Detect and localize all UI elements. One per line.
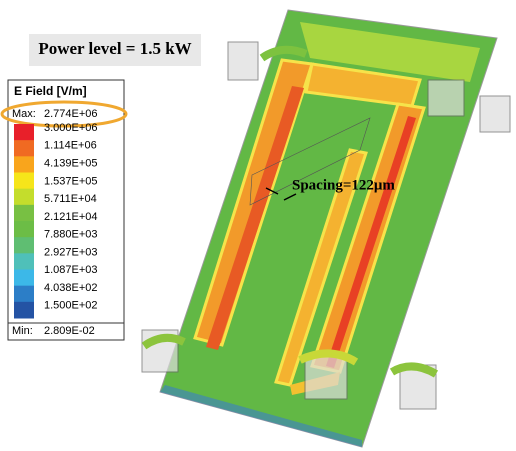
level-label: 5.711E+04	[44, 193, 97, 205]
color-swatch	[14, 253, 34, 270]
legend-title: E Field [V/m]	[14, 84, 87, 98]
connector	[480, 96, 510, 132]
level-label: 2.927E+03	[44, 246, 98, 258]
color-swatch	[14, 270, 34, 287]
level-label: 1.537E+05	[44, 175, 98, 187]
level-label: 3.000E+06	[44, 122, 98, 134]
color-swatch	[14, 140, 34, 157]
color-swatch	[14, 302, 34, 319]
color-swatch	[14, 221, 34, 238]
spacing-label: Spacing=122μm	[292, 177, 395, 193]
color-swatch	[14, 205, 34, 222]
field-render: Spacing=122μm Power level = 1.5 kW E Fie…	[0, 0, 516, 451]
level-label: 1.087E+03	[44, 264, 98, 276]
level-label: 2.121E+04	[44, 211, 98, 223]
max-value: 2.774E+06	[44, 108, 98, 120]
figure: Spacing=122μm Power level = 1.5 kW E Fie…	[0, 0, 516, 451]
color-swatch	[14, 124, 34, 141]
color-swatch	[14, 156, 34, 173]
connector	[305, 355, 347, 399]
level-label: 1.114E+06	[44, 140, 97, 152]
min-label: Min:	[12, 325, 33, 337]
color-swatch	[14, 189, 34, 206]
max-label: Max:	[12, 108, 36, 120]
level-label: 4.139E+05	[44, 157, 98, 169]
connector	[428, 80, 464, 116]
color-swatch	[14, 286, 34, 303]
level-label: 4.038E+02	[44, 282, 98, 294]
connector	[228, 42, 258, 80]
color-swatch	[14, 173, 34, 190]
level-label: 7.880E+03	[44, 229, 98, 241]
level-label: 1.500E+02	[44, 300, 98, 312]
colorbar: 3.000E+06 1.114E+06 4.139E+05 1.537E+05 5.71…	[14, 122, 98, 319]
color-swatch	[14, 237, 34, 254]
title: Power level = 1.5 kW	[38, 39, 191, 58]
min-value: 2.809E-02	[44, 325, 95, 337]
